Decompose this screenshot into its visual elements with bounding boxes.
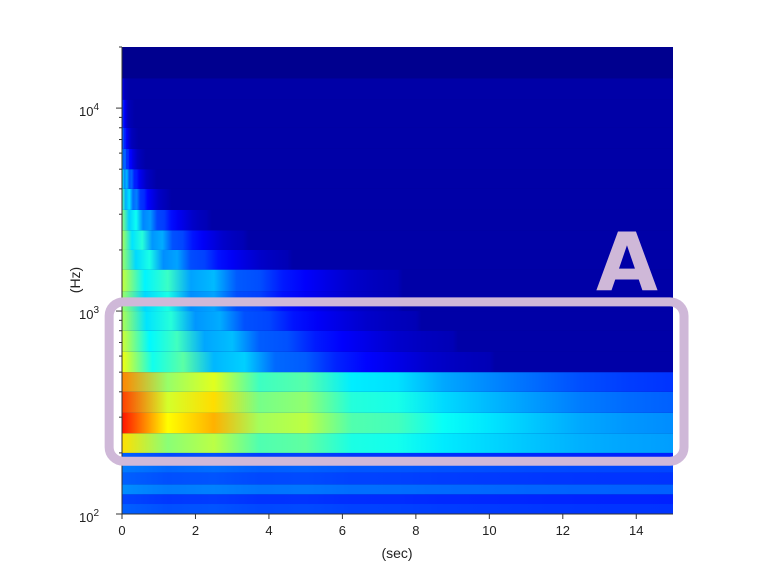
spectrogram-band [122, 209, 673, 231]
spectrogram-band [122, 494, 673, 505]
spectrogram-band [122, 188, 673, 210]
x-tick-label: 14 [629, 523, 643, 538]
spectrogram-band [122, 169, 673, 189]
spectrogram-band [122, 269, 673, 292]
annotation-label-a: A [596, 216, 658, 309]
x-axis-label: (sec) [381, 545, 412, 561]
x-tick-label: 8 [412, 523, 419, 538]
y-tick-label: 103 [79, 305, 99, 322]
spectrogram-bands [122, 78, 673, 514]
x-tick-label: 12 [556, 523, 570, 538]
y-tick-label: 102 [79, 508, 99, 525]
spectrogram-band [122, 504, 673, 514]
spectrogram-band [122, 351, 673, 373]
x-tick-label: 0 [118, 523, 125, 538]
spectrogram-band [122, 391, 673, 413]
x-tick-label: 4 [265, 523, 272, 538]
x-tick-label: 10 [482, 523, 496, 538]
spectrogram-band [122, 412, 673, 434]
spectrogram-band [122, 127, 673, 149]
spectrogram-band [122, 463, 673, 473]
spectrogram-band [122, 78, 673, 100]
spectrogram-band [122, 249, 673, 270]
x-tick-label: 2 [192, 523, 199, 538]
spectrogram-band [122, 472, 673, 485]
spectrogram-band [122, 372, 673, 392]
spectrogram-band [122, 230, 673, 250]
y-tick-label: 104 [79, 102, 99, 119]
spectrogram-band [122, 433, 673, 453]
x-tick-label: 6 [339, 523, 346, 538]
spectrogram-band [122, 330, 673, 352]
spectrogram-band [122, 148, 673, 170]
axes: 0 2 4 6 8 10 12 14 102 103 104 [79, 46, 673, 538]
spectrogram-band [122, 99, 673, 128]
spectrogram-band [122, 484, 673, 495]
spectrogram-band [122, 311, 673, 331]
annotation-box-a [104, 297, 689, 466]
y-axis-label: (Hz) [67, 267, 83, 293]
